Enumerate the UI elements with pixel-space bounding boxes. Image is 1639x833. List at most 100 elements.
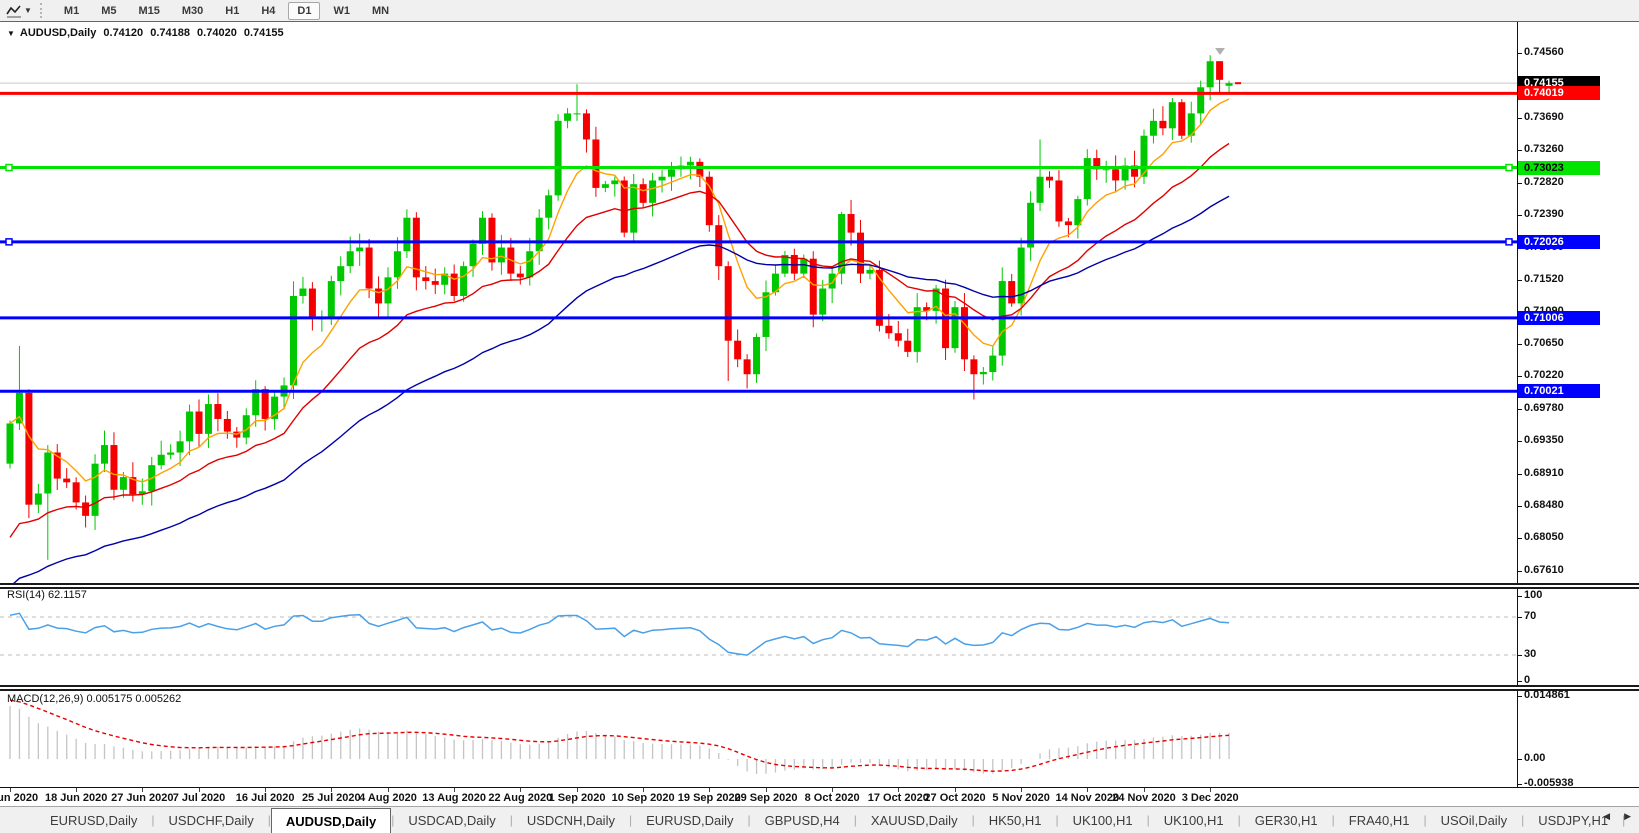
axis-tick-mark	[1517, 215, 1522, 216]
tab-separator: |	[1237, 813, 1241, 827]
timeframe-button-h4[interactable]: H4	[261, 4, 276, 17]
chart-tab-gbpusd-h4[interactable]: GBPUSD,H4	[764, 812, 840, 828]
time-axis-tick	[577, 788, 578, 792]
axis-tick-mark	[1517, 681, 1522, 682]
chart-tab-eurusd-daily[interactable]: EURUSD,Daily	[646, 812, 734, 828]
candlestick-chart-icon	[6, 4, 21, 17]
panel-separator[interactable]	[0, 685, 1639, 691]
panel-separator[interactable]	[0, 583, 1639, 589]
timeframe-button-d1[interactable]: D1	[288, 1, 321, 20]
dropdown-caret-icon: ▼	[24, 5, 32, 15]
tab-separator: |	[391, 813, 395, 827]
chart-tab-fra40-h1[interactable]: FRA40,H1	[1348, 812, 1410, 828]
timeframe-button-m30[interactable]: M30	[181, 4, 204, 17]
toolbar-grip[interactable]	[39, 3, 47, 18]
tab-scroll-right-icon[interactable]: ▶	[1624, 811, 1631, 821]
axis-price-label: 0.72820	[1524, 176, 1564, 188]
time-axis-tick	[643, 788, 645, 792]
chart-collapse-icon[interactable]: ▼	[7, 29, 15, 38]
time-axis-date-label: 4 Aug 2020	[359, 792, 417, 804]
axis-price-label: 70	[1524, 610, 1537, 622]
macd-indicator-canvas[interactable]	[0, 691, 1517, 786]
axis-tick-mark	[1517, 596, 1522, 597]
timeframe-button-m15[interactable]: M15	[138, 4, 160, 17]
time-axis-date-label: 13 Aug 2020	[422, 792, 487, 804]
time-axis-date-label: 8 Oct 2020	[804, 792, 860, 804]
axis-price-label: 0.69350	[1524, 434, 1564, 446]
tab-separator: |	[971, 813, 975, 827]
chart-tab-uk100-h1[interactable]: UK100,H1	[1072, 812, 1133, 828]
axis-tick-mark	[1517, 759, 1522, 760]
rsi-label: RSI(14) 62.1157	[7, 589, 87, 601]
axis-tick-mark	[1517, 571, 1522, 572]
time-axis-date-label: 17 Oct 2020	[867, 792, 929, 804]
time-axis-tick	[454, 788, 456, 792]
chart-tab-usoil-daily[interactable]: USOil,Daily	[1440, 812, 1508, 828]
time-axis-date-label: 9 Jun 2020	[0, 792, 39, 804]
time-axis-date-label: 27 Jun 2020	[111, 792, 174, 804]
chart-tab-usdjpy-h1[interactable]: USDJPY,H1	[1538, 812, 1609, 828]
timeframe-button-m1[interactable]: M1	[63, 4, 80, 17]
axis-price-label: 0.69780	[1524, 402, 1564, 414]
time-axis-tick	[142, 788, 144, 792]
axis-tick-mark	[1517, 118, 1522, 119]
axis-price-label: 100	[1524, 589, 1543, 601]
chart-tab-eurusd-daily[interactable]: EURUSD,Daily	[50, 812, 138, 828]
axis-tick-mark	[1517, 150, 1522, 151]
time-axis-tick	[520, 788, 522, 792]
ohlc-high: 0.74188	[150, 27, 190, 39]
tab-separator: |	[853, 813, 857, 827]
time-axis-tick	[388, 788, 389, 792]
time-axis-date-label: 18 Jun 2020	[44, 792, 108, 804]
time-axis-date-label: 7 Jul 2020	[172, 792, 226, 804]
axis-price-label: 0.71520	[1524, 273, 1564, 285]
chart-tab-usdcnh-daily[interactable]: USDCNH,Daily	[526, 812, 615, 828]
chart-tab-usdchf-daily[interactable]: USDCHF,Daily	[168, 812, 254, 828]
axis-tick-mark	[1517, 376, 1522, 377]
axis-price-label: 0.68480	[1524, 499, 1564, 511]
price-axis-border	[1517, 22, 1518, 787]
main-chart-canvas[interactable]	[0, 23, 1517, 583]
axis-tick-mark	[1517, 280, 1522, 281]
time-axis-tick	[709, 788, 711, 792]
price-line-badge: 0.73023	[1518, 161, 1600, 175]
axis-price-label: 0.72390	[1524, 208, 1564, 220]
tab-separator: |	[1146, 813, 1150, 827]
time-axis-tick	[832, 788, 834, 792]
time-axis-date-label: 25 Jul 2020	[301, 792, 361, 804]
chart-tab-xauusd-daily[interactable]: XAUUSD,Daily	[870, 812, 958, 828]
axis-price-label: 0.68050	[1524, 531, 1564, 543]
timeframe-toolbar: ▼ M1 M5 M15 M30 H1 H4 D1 W1 MN	[0, 0, 1639, 22]
axis-tick-mark	[1517, 409, 1522, 410]
price-line-badge: 0.72026	[1518, 235, 1600, 249]
timeframe-buttons: M1 M5 M15 M30 H1 H4 D1 W1 MN	[53, 1, 400, 20]
chart-tab-ger30-h1[interactable]: GER30,H1	[1254, 812, 1318, 828]
right-shift-marker[interactable]	[1215, 48, 1225, 55]
ohlc-close: 0.74155	[243, 27, 284, 39]
tab-scroll-left-icon[interactable]: ◀	[1603, 811, 1611, 821]
chart-tab-usdcad-daily[interactable]: USDCAD,Daily	[408, 812, 496, 828]
tab-separator: |	[1423, 813, 1427, 827]
time-axis-tick	[199, 788, 200, 792]
time-axis-tick	[265, 788, 267, 792]
ohlc-open: 0.74120	[103, 27, 144, 39]
timeframe-button-h1[interactable]: H1	[225, 4, 240, 17]
timeframe-button-m5[interactable]: M5	[101, 4, 117, 17]
axis-price-label: 0.00	[1524, 752, 1546, 764]
price-line-badge: 0.71006	[1518, 311, 1600, 325]
time-axis-date-label: 10 Sep 2020	[611, 792, 675, 804]
chart-tab-bar: EURUSD,Daily | USDCHF,Daily | AUDUSD,Daily | U…	[0, 806, 1639, 833]
chart-type-button[interactable]: ▼	[0, 0, 38, 21]
tab-scroll-arrows: ◀ ▶	[1599, 808, 1635, 825]
axis-price-label: 0.70220	[1524, 369, 1564, 381]
timeframe-button-mn[interactable]: MN	[371, 4, 390, 17]
time-axis-date-label: 16 Jul 2020	[235, 792, 295, 804]
axis-tick-mark	[1517, 183, 1522, 184]
chart-tab-uk100-h1[interactable]: UK100,H1	[1163, 812, 1224, 828]
chart-tab-audusd-daily[interactable]: AUDUSD,Daily	[270, 808, 392, 833]
chart-tab-hk50-h1[interactable]: HK50,H1	[988, 812, 1042, 828]
tab-separator: |	[151, 813, 155, 827]
rsi-indicator-canvas[interactable]	[0, 589, 1517, 685]
time-axis-date-label: 22 Aug 2020	[488, 792, 553, 804]
timeframe-button-w1[interactable]: W1	[333, 4, 350, 17]
